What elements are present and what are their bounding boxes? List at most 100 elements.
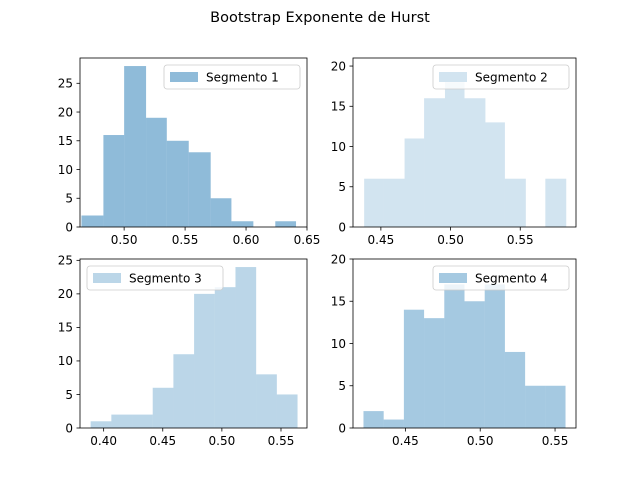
y-tick-label: 15 — [58, 134, 73, 148]
histogram-bar — [485, 122, 505, 227]
histogram-bar — [504, 178, 526, 227]
histogram-bar — [188, 152, 211, 227]
x-tick-label: 0.45 — [149, 434, 176, 448]
legend: Segmento 4 — [432, 265, 570, 291]
histogram-bar — [444, 284, 465, 428]
axes-frame — [79, 57, 308, 228]
x-tick-label: 0.50 — [111, 233, 138, 247]
figure-title: Bootstrap Exponente de Hurst — [210, 10, 430, 26]
legend-label: Segmento 1 — [206, 71, 279, 85]
subplot-1: 0.50 0.55 0.60 0.65 0 5 10 15 20 25 Segmento 1 — [58, 57, 321, 247]
histogram-bar — [210, 198, 232, 227]
legend: Segmento 3 — [86, 265, 224, 291]
subplot-4: 0.45 0.50 0.55 0 5 10 15 20 Segmento 4 — [331, 252, 577, 448]
y-tick-label: 25 — [58, 77, 73, 91]
subplot-grid: 0.50 0.55 0.60 0.65 0 5 10 15 20 25 Segmento 1 0.45… — [58, 57, 577, 448]
histogram-bar — [383, 178, 405, 227]
legend-box — [432, 265, 570, 291]
legend-box — [86, 265, 224, 291]
histogram-bars — [90, 267, 298, 428]
y-tick-label: 20 — [58, 287, 73, 301]
y-tick-label: 0 — [338, 421, 346, 435]
y-tick-label: 10 — [58, 354, 73, 368]
x-tick-label: 0.45 — [392, 434, 419, 448]
x-tick-label: 0.45 — [368, 233, 395, 247]
histogram-bar — [545, 385, 566, 428]
histogram-bar — [383, 419, 404, 428]
histogram-bar — [464, 301, 485, 428]
histogram-bar — [424, 318, 445, 428]
y-tick-label: 10 — [58, 163, 73, 177]
histogram-bars — [363, 284, 566, 428]
legend-box — [163, 64, 301, 90]
histogram-bar — [403, 309, 425, 428]
y-tick-label: 15 — [58, 321, 73, 335]
histogram-bar — [464, 98, 486, 227]
x-tick-label: 0.65 — [294, 233, 321, 247]
y-tick-label: 10 — [331, 337, 346, 351]
legend-box — [432, 64, 570, 90]
y-tick-label: 25 — [58, 254, 73, 268]
legend: Segmento 1 — [163, 64, 301, 90]
subplot-2: 0.45 0.50 0.55 0 5 10 15 20 Segmento 2 — [331, 57, 577, 247]
legend-swatch — [439, 273, 467, 283]
histogram-bar — [166, 140, 189, 227]
x-tick-label: 0.50 — [437, 233, 464, 247]
subplot-3: 0.40 0.45 0.50 0.55 0 5 10 15 20 25 Segmento 3 — [58, 254, 308, 448]
histogram-bars — [81, 66, 297, 227]
y-tick-label: 0 — [65, 421, 73, 435]
axes-frame — [79, 258, 308, 429]
y-tick-label: 15 — [331, 100, 346, 114]
legend-swatch — [170, 72, 198, 82]
histogram-bar — [90, 421, 112, 428]
y-tick-label: 20 — [58, 105, 73, 119]
histogram-bar — [231, 221, 254, 227]
histogram-bar — [484, 284, 505, 428]
histogram-bar — [525, 385, 546, 428]
histogram-bar — [111, 414, 133, 428]
histogram-bar — [363, 411, 384, 428]
legend-label: Segmento 4 — [475, 272, 548, 286]
histogram-bar — [103, 135, 125, 227]
histogram-bar — [152, 387, 174, 428]
legend-swatch — [439, 72, 467, 82]
legend: Segmento 2 — [432, 64, 570, 90]
x-tick-label: 0.55 — [172, 233, 199, 247]
legend-label: Segmento 2 — [475, 71, 548, 85]
histogram-bar — [256, 374, 277, 428]
x-tick-label: 0.40 — [90, 434, 117, 448]
histogram-bar — [424, 98, 445, 227]
histogram-bar — [444, 82, 465, 228]
x-tick-label: 0.50 — [209, 434, 236, 448]
histogram-bar — [194, 293, 215, 428]
histogram-bar — [214, 287, 236, 428]
y-tick-label: 5 — [65, 192, 73, 206]
histogram-bar — [275, 221, 297, 227]
y-tick-label: 20 — [331, 252, 346, 266]
histogram-bar — [545, 178, 567, 227]
x-tick-label: 0.50 — [467, 434, 494, 448]
y-tick-label: 15 — [331, 295, 346, 309]
y-tick-label: 5 — [338, 180, 346, 194]
y-tick-label: 5 — [338, 379, 346, 393]
axes-frame — [352, 57, 577, 228]
y-tick-label: 10 — [331, 140, 346, 154]
histogram-bar — [235, 267, 257, 428]
x-tick-label: 0.55 — [268, 434, 295, 448]
histogram-bar — [504, 351, 526, 428]
y-tick-label: 0 — [338, 220, 346, 234]
histogram-bar — [364, 178, 384, 227]
y-tick-label: 20 — [331, 59, 346, 73]
legend-label: Segmento 3 — [129, 272, 202, 286]
histogram-bar — [173, 354, 195, 428]
legend-swatch — [93, 273, 121, 283]
y-tick-label: 5 — [65, 388, 73, 402]
x-tick-label: 0.60 — [233, 233, 260, 247]
x-tick-label: 0.55 — [507, 233, 534, 247]
histogram-bar — [124, 66, 147, 227]
histogram-bar — [132, 414, 153, 428]
x-tick-label: 0.55 — [542, 434, 569, 448]
histogram-bar — [81, 215, 104, 227]
y-tick-label: 0 — [65, 220, 73, 234]
